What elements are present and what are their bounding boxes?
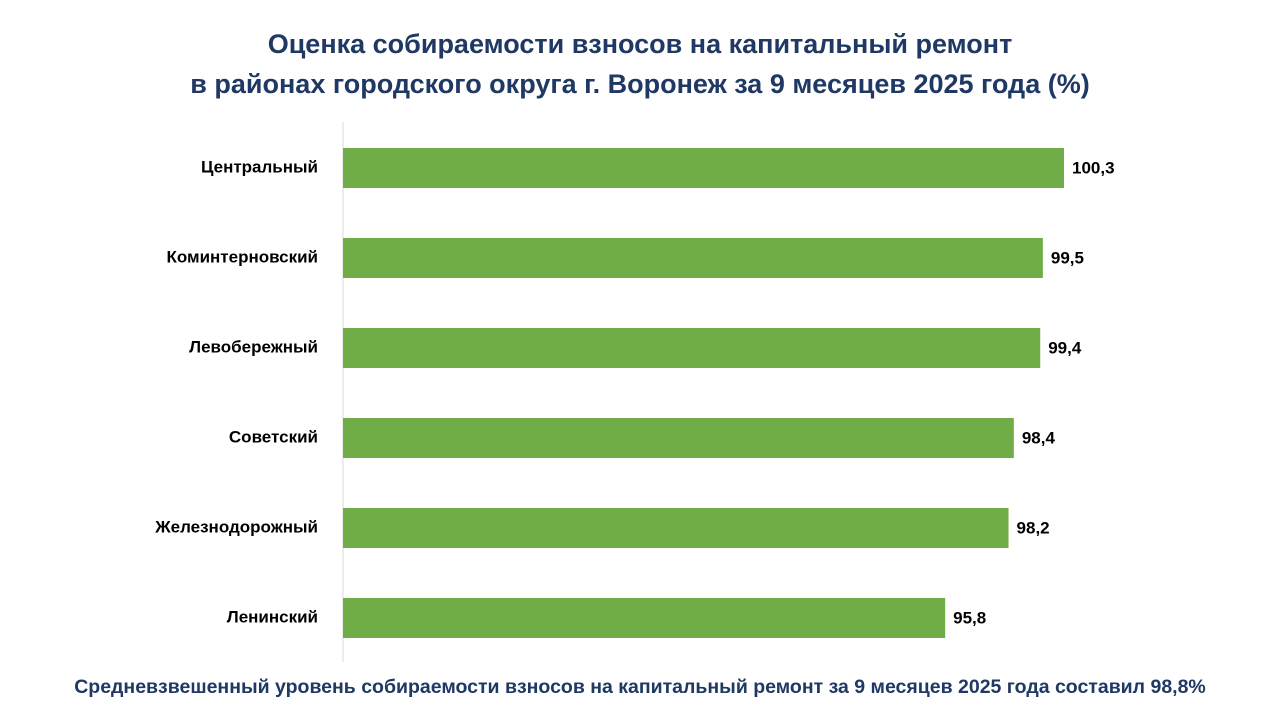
value-label-3: 99,4 — [1048, 338, 1082, 357]
chart-title: Оценка собираемости взносов на капитальн… — [0, 24, 1280, 104]
bar-2 — [343, 238, 1043, 278]
bar-3 — [343, 328, 1041, 368]
bar-5 — [343, 508, 1009, 548]
category-label-2: Коминтерновский — [166, 247, 318, 266]
category-label-6: Ленинский — [227, 607, 318, 626]
value-label-6: 95,8 — [953, 608, 986, 627]
bars-group: Центральный 100,3 Коминтерновский 99,5 Левоб… — [154, 148, 1115, 638]
category-label-5: Железнодорожный — [154, 517, 318, 536]
value-label-5: 98,2 — [1017, 518, 1050, 537]
bar-1 — [343, 148, 1064, 188]
chart-title-line-2: в районах городского округа г. Воронеж з… — [190, 69, 1090, 99]
category-label-3: Левобережный — [189, 337, 318, 356]
bar-4 — [343, 418, 1014, 458]
chart-title-line-1: Оценка собираемости взносов на капитальн… — [267, 29, 1013, 59]
bar-6 — [343, 598, 946, 638]
value-label-1: 100,3 — [1072, 158, 1115, 177]
category-label-1: Центральный — [201, 157, 318, 176]
category-label-4: Советский — [229, 427, 318, 446]
summary-footer: Средневзвешенный уровень собираемости вз… — [74, 676, 1206, 698]
value-label-4: 98,4 — [1022, 428, 1056, 447]
value-label-2: 99,5 — [1051, 248, 1084, 267]
